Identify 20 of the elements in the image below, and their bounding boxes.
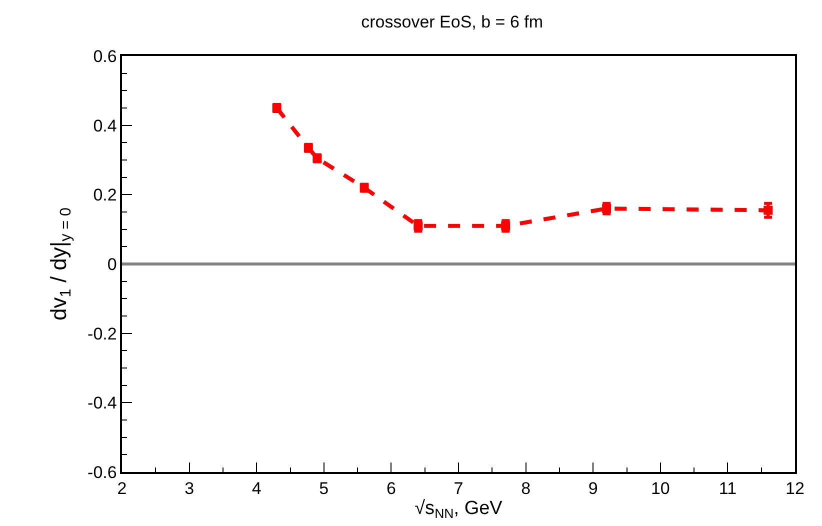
y-tick-label: 0.2 [93, 186, 117, 205]
x-tick-label: 12 [786, 479, 804, 498]
x-tick-label: 6 [386, 479, 396, 498]
y-tick-label: -0.6 [88, 462, 117, 482]
x-tick-label: 3 [184, 479, 194, 498]
y-tick-label: -0.4 [88, 394, 117, 413]
x-axis-title: √s$_{NN}$, GeV [414, 498, 503, 522]
x-tick-label: 4 [252, 479, 262, 498]
y-tick-label: -0.2 [88, 324, 117, 344]
x-tick-label: 7 [454, 479, 464, 498]
y-tick-label: 0 [107, 254, 117, 274]
x-tick-label: 11 [718, 479, 737, 498]
y-tick-label: 0.6 [93, 46, 117, 66]
y-tick-label: 0.4 [93, 116, 117, 136]
x-tick-label: 8 [521, 479, 531, 498]
x-tick-label: 2 [117, 479, 127, 498]
chart-title: crossover EoS, b = 6 fm [361, 12, 544, 32]
x-tick-label: 9 [588, 479, 598, 498]
x-tick-label: 10 [650, 479, 670, 498]
x-tick-label: 5 [319, 479, 329, 498]
